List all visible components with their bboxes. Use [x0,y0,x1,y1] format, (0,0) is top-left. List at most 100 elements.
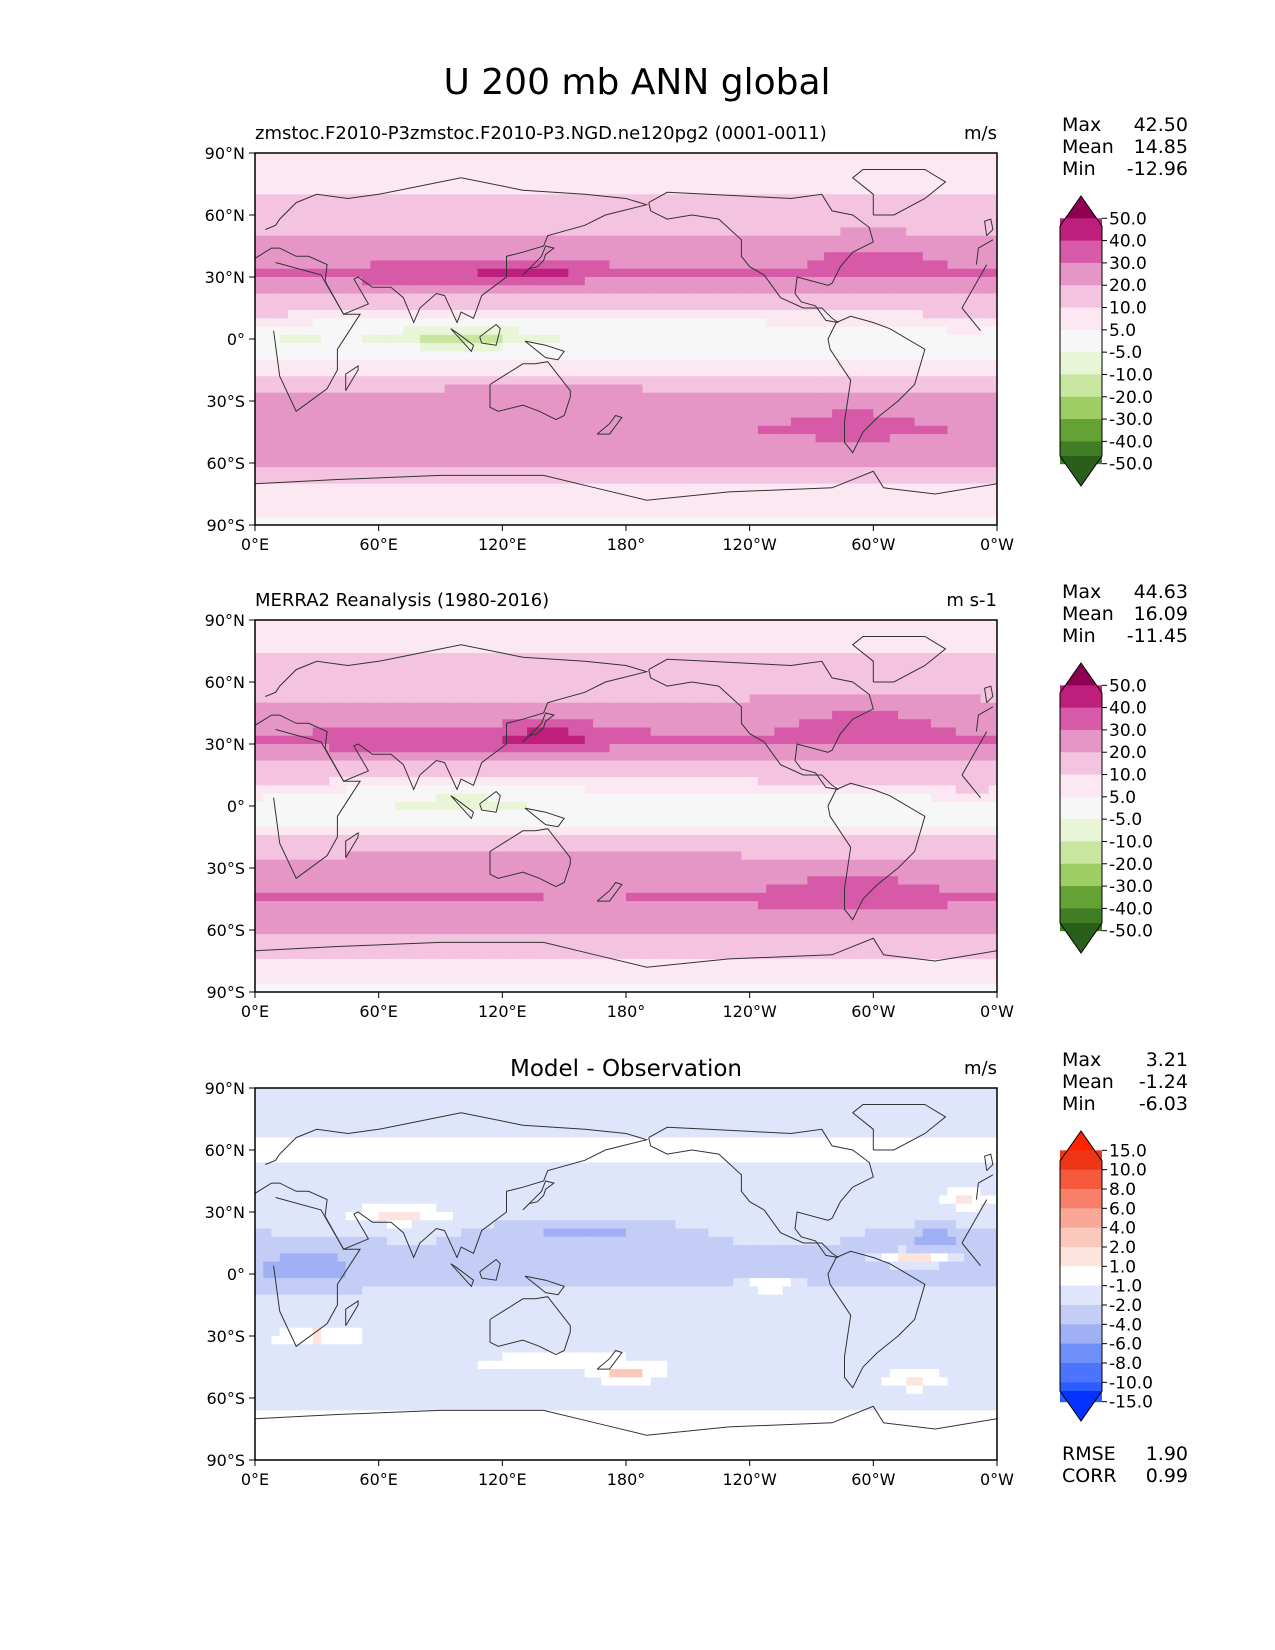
contour-cell [477,516,487,525]
contour-cell [494,384,503,394]
contour-cell [287,661,297,671]
contour-cell [848,467,858,476]
contour-cell [782,384,792,394]
contour-cell [782,409,792,419]
contour-cell [601,417,611,427]
contour-cell [675,636,685,646]
contour-cell [964,210,973,220]
contour-cell [972,310,982,319]
contour-cell [980,508,990,518]
contour-cell [593,252,602,262]
contour-cell [279,343,289,352]
contour-cell [444,252,454,262]
contour-cell [683,417,693,427]
contour-cell [411,359,421,369]
contour-cell [782,227,792,237]
contour-cell [626,351,635,361]
contour-cell [988,516,997,525]
contour-cell [271,442,281,452]
contour-cell [906,293,916,303]
contour-cell [337,491,347,501]
contour-cell [708,202,718,212]
contour-cell [543,326,553,336]
contour-cell [865,227,874,237]
contour-cell [593,351,602,361]
contour-cell [807,359,817,369]
contour-cell [560,243,569,253]
contour-cell [931,351,940,361]
panels: zmstoc.F2010-P3zmstoc.F2010-P3.NGD.ne120… [205,114,1188,1489]
contour-cell [840,310,850,319]
contour-cell [873,243,883,253]
contour-cell [658,210,668,220]
contour-cell [733,516,743,525]
contour-cell [823,177,833,187]
contour-cell [683,177,693,187]
contour-cell [419,653,429,662]
contour-cell [939,636,949,646]
contour-cell [510,268,520,278]
contour-cell [304,467,314,476]
contour-cell [691,384,701,394]
contour-cell [988,177,997,187]
contour-cell [922,194,932,204]
contour-cell [840,202,850,212]
contour-cell [419,500,429,510]
contour-cell [535,186,545,195]
contour-cell [650,277,660,286]
contour-cell [675,661,685,671]
contour-cell [889,425,899,435]
contour-cell [584,293,594,303]
contour-cell [634,318,644,328]
contour-cell [345,202,355,212]
contour-cell [353,351,363,361]
contour-cell [378,301,388,311]
contour-cell [518,268,528,278]
contour-cell [601,376,611,386]
contour-cell [757,384,767,394]
contour-cell [568,243,578,253]
contour-cell [675,243,685,253]
contour-cell [320,235,330,245]
contour-cell [510,677,520,687]
contour-cell [724,177,734,187]
contour-cell [609,260,619,270]
contour-cell [766,442,775,452]
contour-cell [477,367,487,377]
contour-cell [931,392,940,402]
contour-cell [452,293,462,303]
contour-cell [362,210,372,220]
contour-cell [378,450,388,460]
contour-cell [815,677,825,687]
contour-cell [444,376,454,386]
contour-cell [683,252,693,262]
contour-cell [766,285,775,295]
contour-cell [931,516,940,525]
contour-cell [543,686,553,695]
contour-cell [395,285,404,295]
contour-cell [395,508,404,518]
contour-cell [658,177,668,187]
contour-cell [263,293,273,303]
contour-cell [807,483,817,493]
contour-cell [502,235,512,245]
contour-cell [386,293,396,303]
contour-cell [271,301,281,311]
contour-cell [386,202,396,212]
contour-cell [856,343,866,352]
contour-cell [502,359,512,369]
contour-cell [395,644,404,654]
contour-cell [658,417,668,427]
contour-cell [543,194,553,204]
contour-cell [972,243,982,253]
contour-cell [477,326,487,336]
contour-cell [436,434,446,443]
contour-cell [452,301,462,311]
contour-cell [757,508,767,518]
contour-cell [362,293,372,303]
contour-cell [856,169,866,179]
contour-cell [749,677,759,687]
contour-cell [749,359,759,369]
contour-cell [444,343,454,352]
